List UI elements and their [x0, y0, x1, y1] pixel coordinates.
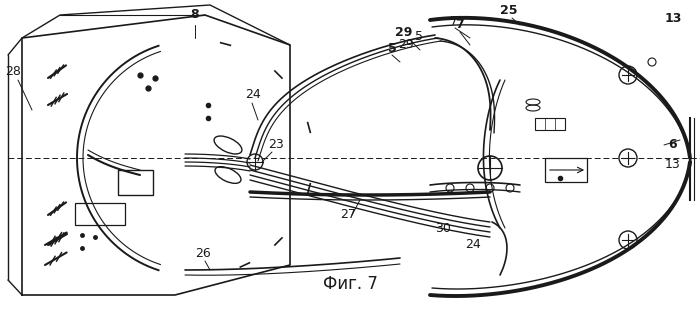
Text: 7: 7: [455, 18, 463, 31]
Text: 7: 7: [450, 15, 458, 28]
Text: 23: 23: [268, 138, 284, 151]
Text: 30: 30: [435, 222, 451, 235]
Bar: [535, 118, 565, 130]
Text: 5: 5: [415, 30, 423, 43]
Text: 13: 13: [665, 12, 682, 25]
Text: 24: 24: [465, 238, 481, 251]
Text: 25: 25: [500, 4, 517, 17]
Text: 29: 29: [395, 26, 412, 39]
Text: 24: 24: [245, 88, 260, 101]
Text: 29: 29: [398, 38, 414, 51]
Text: 5: 5: [388, 42, 397, 55]
Text: 6: 6: [668, 138, 677, 151]
Bar: [75, 203, 125, 225]
Text: 13: 13: [665, 158, 680, 171]
Bar: [545, 158, 587, 182]
Text: Фиг. 7: Фиг. 7: [323, 275, 377, 293]
Text: 28: 28: [5, 65, 21, 78]
Text: 8: 8: [190, 8, 199, 21]
Text: 27: 27: [340, 208, 356, 221]
Text: 26: 26: [195, 247, 211, 260]
Bar: [118, 170, 153, 195]
